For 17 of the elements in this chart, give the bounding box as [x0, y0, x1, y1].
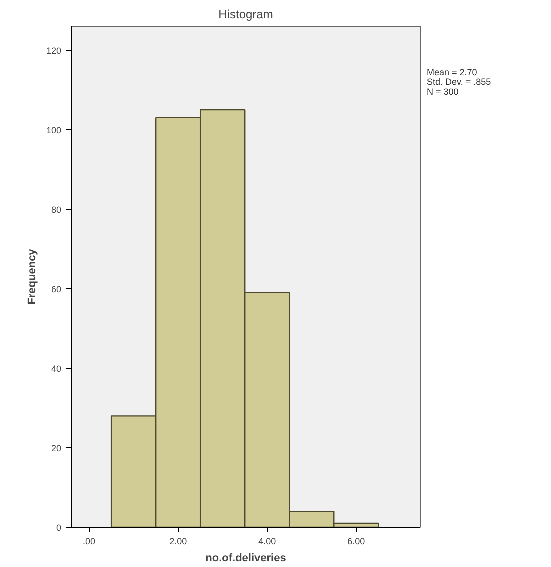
x-axis-title: no.of.deliveries: [206, 552, 286, 564]
y-tick-label: 20: [51, 443, 62, 454]
y-tick-label: 60: [51, 284, 62, 294]
x-tick-label: 2.00: [170, 536, 188, 546]
text: N = 300: [427, 86, 459, 97]
chart-title: Histogram: [218, 8, 274, 22]
y-tick-label: 0: [56, 523, 62, 533]
y-tick-label: 120: [46, 46, 62, 56]
y-tick-label: 100: [46, 125, 62, 136]
x-tick-label: 4.00: [258, 536, 276, 546]
y-tick-label: 80: [51, 204, 62, 215]
x-tick-label: 6.00: [348, 536, 366, 546]
x-tick-label: .00: [83, 536, 96, 546]
y-axis-title: Frequency: [26, 248, 38, 305]
text: Std. Dev. = .855: [427, 77, 492, 88]
text: Mean = 2.70: [427, 67, 478, 78]
y-tick-label: 40: [51, 364, 62, 374]
